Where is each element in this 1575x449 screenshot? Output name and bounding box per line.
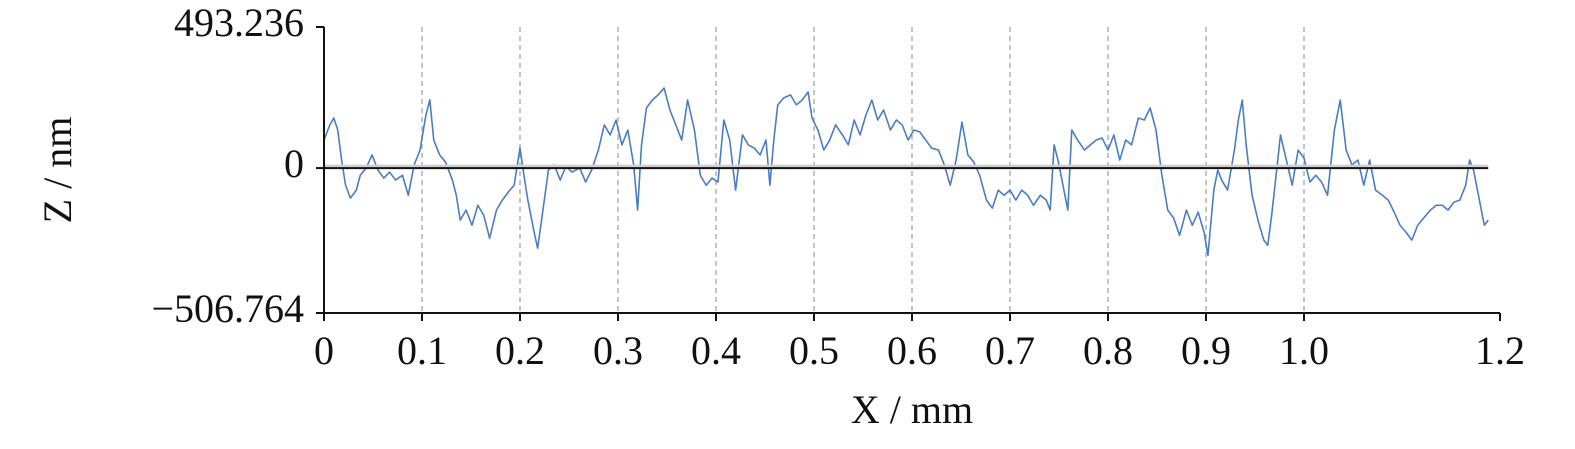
x-tick-label: 0.5 bbox=[789, 328, 839, 373]
x-tick-label: 0 bbox=[314, 328, 334, 373]
x-tick-label: 1.0 bbox=[1279, 328, 1329, 373]
x-tick-label: 0.6 bbox=[887, 328, 937, 373]
y-tick-label: 493.236 bbox=[174, 0, 304, 45]
x-tick-label: 0.2 bbox=[495, 328, 545, 373]
y-axis-label: Z / nm bbox=[35, 117, 80, 224]
x-tick-label: 0.7 bbox=[985, 328, 1035, 373]
x-tick-label: 0.8 bbox=[1083, 328, 1133, 373]
x-tick-label: 0.4 bbox=[691, 328, 741, 373]
profile-line bbox=[323, 87, 1489, 257]
x-tick-label: 1.2 bbox=[1475, 328, 1525, 373]
x-tick-label: 0.1 bbox=[397, 328, 447, 373]
y-tick-label: 0 bbox=[284, 141, 304, 186]
x-tick-label: 0.3 bbox=[593, 328, 643, 373]
x-tick-label: 0.9 bbox=[1181, 328, 1231, 373]
x-axis-label: X / mm bbox=[851, 387, 973, 432]
y-tick-label: −506.764 bbox=[151, 286, 304, 331]
